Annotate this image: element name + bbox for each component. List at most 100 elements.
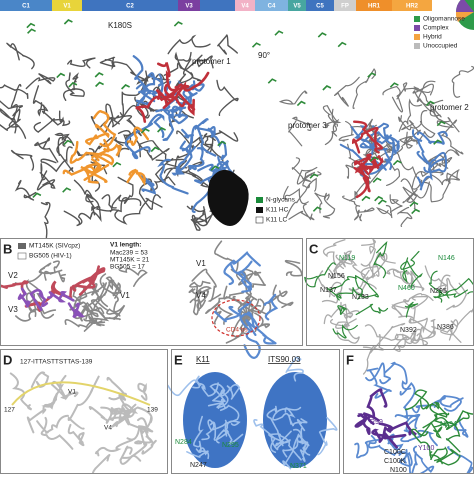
ribbon <box>83 313 103 332</box>
domain-label: C5 <box>316 4 324 10</box>
glycan <box>309 173 319 179</box>
ribbon <box>217 34 238 55</box>
ribbon <box>82 163 110 181</box>
protomer-label: protomer 1 <box>192 57 231 66</box>
ribbon <box>36 170 56 191</box>
ribbon <box>117 176 142 206</box>
legend-item: K11 LC <box>266 217 288 224</box>
panel-label: D <box>3 352 12 367</box>
ribbon <box>157 62 190 92</box>
glycan-label: N284 <box>175 439 192 446</box>
ribbon <box>317 270 342 298</box>
ribbon <box>350 126 392 143</box>
ribbon <box>441 119 464 155</box>
ribbon <box>40 146 73 173</box>
ribbon <box>194 118 217 157</box>
ribbon <box>433 421 461 453</box>
ribbon <box>126 168 146 186</box>
ribbon <box>277 290 294 309</box>
ribbon <box>71 276 96 296</box>
glycan <box>27 28 36 34</box>
domain-segment <box>82 0 178 11</box>
ribbon <box>76 148 95 158</box>
loop-label: V1 <box>68 389 76 396</box>
ribbon <box>175 58 194 87</box>
glycan-label: N247 <box>190 462 207 469</box>
ribbon <box>50 380 79 401</box>
antibody-label: K11 <box>196 355 210 364</box>
ribbon <box>6 42 35 70</box>
glycan <box>157 127 166 133</box>
ribbon <box>191 268 222 302</box>
ribbon <box>283 185 309 205</box>
ribbon <box>67 423 85 447</box>
ribbon <box>69 140 103 164</box>
ribbon <box>43 269 66 283</box>
rotation-label: 90° <box>258 51 270 60</box>
panel-frame <box>0 238 303 346</box>
ribbon <box>253 419 277 454</box>
ribbon <box>342 195 363 222</box>
ribbon <box>416 150 433 191</box>
glycan <box>425 100 435 107</box>
ribbon <box>352 68 377 109</box>
ribbon <box>162 105 181 141</box>
domain-bar: C1 V1 C2 V3 V4 C4 V5 C5 FP HR1 HR2 <box>0 0 432 11</box>
domain-label: HR2 <box>406 4 419 10</box>
ribbon <box>433 411 470 431</box>
ribbon <box>135 85 180 123</box>
ribbon <box>118 119 138 158</box>
residue-label: N100 <box>390 467 407 474</box>
ribbon <box>278 90 308 105</box>
ribbon <box>126 425 154 441</box>
glycan <box>374 195 384 202</box>
ribbon <box>354 438 382 459</box>
residue-label: 139 <box>147 407 158 414</box>
ribbon <box>108 392 139 414</box>
glycan-label: N133 <box>352 294 369 301</box>
ribbon <box>296 169 322 185</box>
ribbon <box>168 108 194 127</box>
ribbon <box>40 416 74 450</box>
ribbon <box>81 302 99 320</box>
ribbon <box>451 65 474 98</box>
legend-item: Complex <box>423 25 449 32</box>
ribbon <box>335 254 346 280</box>
ribbon <box>215 420 241 444</box>
ribbon <box>403 292 434 309</box>
ribbon <box>371 428 398 449</box>
ribbon <box>366 388 388 419</box>
ribbon <box>26 395 57 434</box>
ribbon <box>238 278 258 316</box>
ribbon <box>419 400 450 416</box>
ribbon <box>400 178 417 210</box>
ribbon <box>439 395 464 412</box>
ribbon <box>314 192 330 214</box>
ribbon <box>354 155 380 176</box>
ribbon <box>342 250 353 265</box>
glycan-label: N295 <box>222 442 239 449</box>
ribbon <box>94 439 133 457</box>
glycan <box>112 161 122 168</box>
ribbon <box>63 210 95 227</box>
glycan <box>56 72 66 79</box>
ribbon <box>209 383 227 409</box>
ribbon <box>126 126 149 146</box>
ribbon <box>364 324 408 341</box>
ribbon <box>404 301 419 318</box>
domain-label: C2 <box>126 4 134 10</box>
antibody <box>207 169 249 226</box>
ribbon <box>216 79 239 116</box>
glycan-label: N460 <box>398 285 415 292</box>
ribbon <box>188 146 205 171</box>
v1-length: BG505 = 17 <box>110 264 145 271</box>
ribbon <box>404 389 430 411</box>
legend-item: Hybrid <box>423 34 442 41</box>
ribbon <box>396 333 428 347</box>
ribbon <box>67 302 85 319</box>
panel-frame <box>0 349 168 474</box>
ribbon <box>181 128 194 155</box>
ribbon <box>167 34 211 55</box>
residue-label: C100C <box>384 449 406 456</box>
ribbon <box>134 113 165 138</box>
